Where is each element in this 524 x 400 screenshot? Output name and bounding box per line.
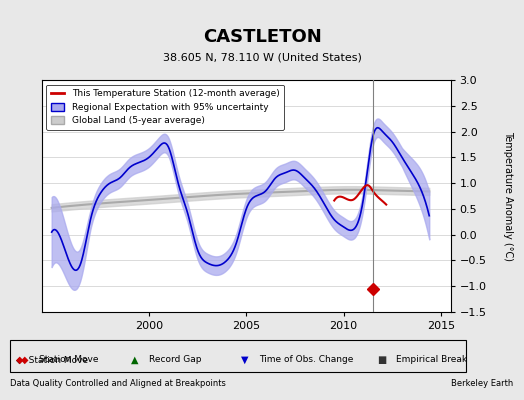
Text: ■: ■ — [377, 355, 387, 365]
Text: Record Gap: Record Gap — [149, 356, 202, 364]
Text: ◆: ◆ — [21, 355, 28, 365]
Text: ◆  Station Move: ◆ Station Move — [16, 356, 88, 364]
Text: ▼: ▼ — [241, 355, 248, 365]
Text: 38.605 N, 78.110 W (United States): 38.605 N, 78.110 W (United States) — [162, 52, 362, 62]
Text: Data Quality Controlled and Aligned at Breakpoints: Data Quality Controlled and Aligned at B… — [10, 379, 226, 388]
Text: Berkeley Earth: Berkeley Earth — [451, 379, 514, 388]
Text: Empirical Break: Empirical Break — [396, 356, 467, 364]
Y-axis label: Temperature Anomaly (°C): Temperature Anomaly (°C) — [504, 131, 514, 261]
Legend: This Temperature Station (12-month average), Regional Expectation with 95% uncer: This Temperature Station (12-month avera… — [47, 84, 284, 130]
Text: Station Move: Station Move — [39, 356, 99, 364]
Text: ▲: ▲ — [131, 355, 138, 365]
Text: ◆: ◆ — [16, 355, 23, 365]
Text: CASTLETON: CASTLETON — [203, 28, 321, 46]
Text: Time of Obs. Change: Time of Obs. Change — [259, 356, 354, 364]
